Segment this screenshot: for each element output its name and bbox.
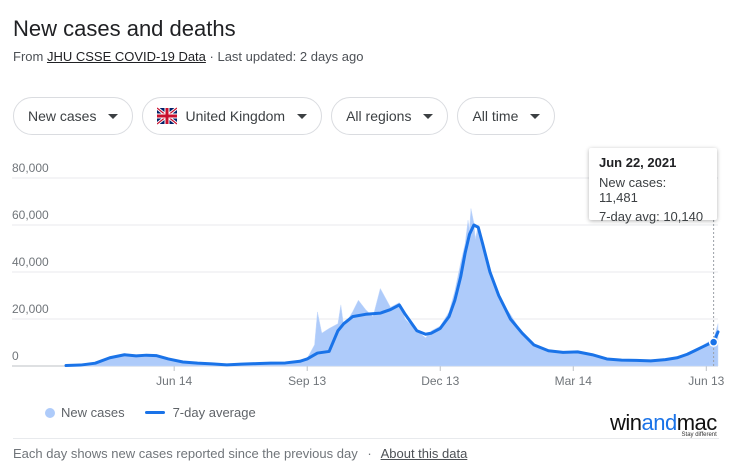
x-tick-label: Jun 14: [156, 374, 192, 388]
caret-down-icon: [297, 113, 308, 119]
x-tick-label: Jun 13: [688, 374, 724, 388]
footer-divider: [13, 438, 719, 439]
metric-dropdown-label: New cases: [28, 108, 97, 124]
x-tick-label: Sep 13: [288, 374, 326, 388]
chart-legend: New cases 7-day average: [45, 405, 256, 420]
country-dropdown-label: United Kingdom: [185, 108, 286, 124]
time-range-dropdown[interactable]: All time: [457, 97, 556, 135]
region-dropdown-label: All regions: [346, 108, 412, 124]
page-title: New cases and deaths: [13, 16, 236, 41]
logo-part-and: and: [641, 410, 678, 435]
y-tick-label: 40,000: [12, 255, 49, 269]
metric-dropdown[interactable]: New cases: [13, 97, 134, 135]
x-axis-ticks: Jun 14 Sep 13 Dec 13 Mar 14 Jun 13: [156, 366, 725, 388]
time-range-dropdown-label: All time: [472, 108, 519, 124]
last-updated: · Last updated: 2 days ago: [209, 49, 364, 64]
source-prefix: From: [13, 49, 44, 64]
y-tick-label: 80,000: [12, 161, 49, 175]
logo-part-mac: mac: [676, 410, 718, 435]
new-cases-legend-icon: [45, 407, 55, 418]
chart-tooltip: Jun 22, 2021 New cases: 11,481 7-day avg…: [589, 148, 717, 224]
uk-flag-icon: [157, 106, 178, 126]
tooltip-new-cases: New cases: 11,481: [599, 175, 667, 205]
caret-down-icon: [108, 113, 119, 119]
legend-new-cases: New cases: [61, 405, 125, 420]
winandmac-logo: winandmac Stay different: [610, 410, 718, 438]
footer: Each day shows new cases reported since …: [13, 446, 467, 461]
tooltip-date: Jun 22, 2021: [599, 155, 677, 170]
x-tick-label: Dec 13: [421, 374, 459, 388]
y-axis-ticks: 80,000 60,000 40,000 20,000 0: [12, 161, 49, 363]
hover-point: [708, 337, 719, 347]
about-data-link[interactable]: About this data: [380, 446, 468, 461]
footer-note: Each day shows new cases reported since …: [13, 446, 358, 461]
source-line: From JHU CSSE COVID-19 Data · Last updat…: [13, 49, 363, 64]
caret-down-icon: [423, 113, 434, 119]
x-tick-label: Mar 14: [555, 374, 593, 388]
tooltip-average: 7-day avg: 10,140: [599, 209, 704, 224]
cases-chart[interactable]: 80,000 60,000 40,000 20,000 0 Jun 14 Sep 13 De…: [0, 140, 732, 402]
seven-day-average-series: [64, 223, 720, 368]
logo-part-win: win: [610, 410, 642, 435]
legend-average: 7-day average: [172, 405, 256, 420]
source-link[interactable]: JHU CSSE COVID-19 Data: [46, 49, 206, 64]
y-tick-label: 0: [12, 349, 19, 363]
country-dropdown[interactable]: United Kingdom: [142, 97, 323, 135]
new-cases-series: [65, 208, 719, 367]
y-tick-label: 60,000: [12, 208, 49, 222]
logo-tagline: Stay different: [681, 432, 717, 438]
region-dropdown[interactable]: All regions: [331, 97, 449, 135]
filter-bar: New cases United Kingdom All regions All…: [13, 97, 556, 135]
y-tick-label: 20,000: [12, 302, 49, 316]
caret-down-icon: [530, 113, 541, 119]
footer-separator: ·: [367, 446, 372, 461]
average-legend-icon: [144, 411, 165, 414]
